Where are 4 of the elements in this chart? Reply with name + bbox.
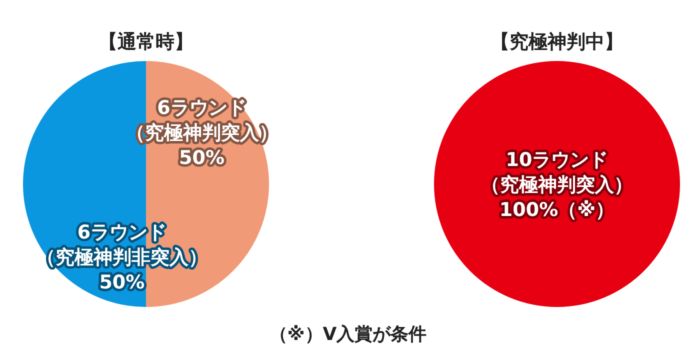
text: （※）V入賞が条件 xyxy=(269,324,427,345)
chart-title: 【通常時】 xyxy=(98,31,194,53)
slice-label: 10ラウンド（究極神判突入） 100%（※） xyxy=(481,149,633,221)
chart-title: 【究極神判中】 xyxy=(490,31,624,53)
